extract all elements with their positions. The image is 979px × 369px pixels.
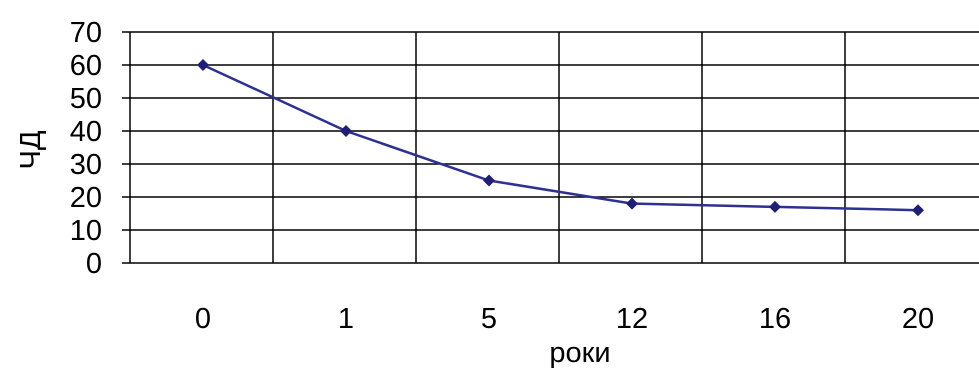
x-tick-label: 16 xyxy=(759,303,791,335)
data-point xyxy=(769,200,781,213)
data-point xyxy=(483,174,495,187)
y-tick-label: 60 xyxy=(70,50,102,82)
x-tick-label: 20 xyxy=(902,303,934,335)
x-tick-label: 5 xyxy=(481,303,497,335)
y-tick-label: 10 xyxy=(70,215,102,247)
y-tick-label: 20 xyxy=(70,182,102,214)
x-axis-label: роки xyxy=(549,337,610,369)
y-tick-label: 0 xyxy=(86,248,102,280)
series-line xyxy=(202,63,919,212)
y-tick-label: 70 xyxy=(70,17,102,49)
gridlines xyxy=(122,31,979,264)
x-tick-label: 12 xyxy=(616,303,648,335)
data-point xyxy=(340,125,352,137)
data-point xyxy=(912,204,924,217)
y-tick-label: 50 xyxy=(70,83,102,115)
y-axis-label: ЧД xyxy=(15,130,47,169)
y-tick-label: 30 xyxy=(70,149,102,181)
x-axis-ticks: 0 1 5 12 16 20 xyxy=(195,303,934,335)
x-tick-label: 1 xyxy=(338,303,354,335)
data-point xyxy=(197,59,209,71)
x-tick-label: 0 xyxy=(195,303,211,335)
data-point xyxy=(626,197,638,210)
y-tick-label: 40 xyxy=(70,116,102,148)
series-layer xyxy=(197,59,924,217)
